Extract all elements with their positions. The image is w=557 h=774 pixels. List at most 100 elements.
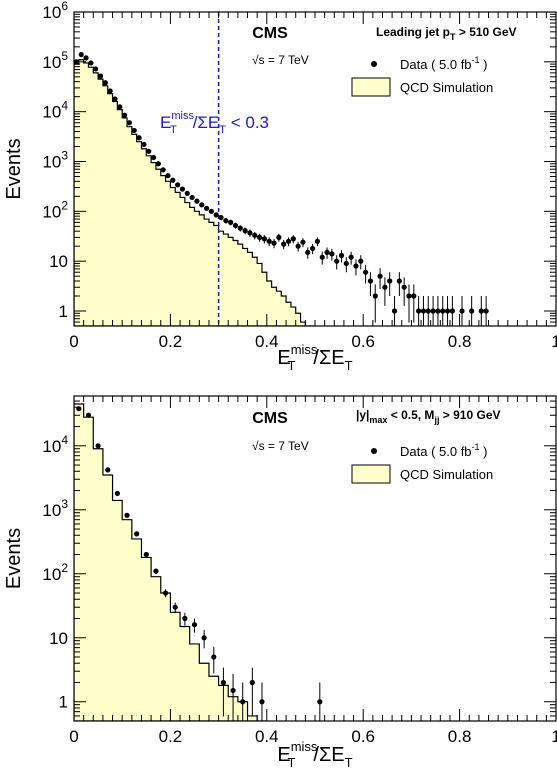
legend-data-marker [371, 448, 377, 454]
cut-rest: /ΣE [193, 113, 220, 132]
data-point [203, 205, 210, 211]
experiment-label: CMS [252, 25, 288, 42]
data-point [406, 284, 412, 323]
data-point [143, 551, 149, 558]
y-tick-exp: 6 [61, 0, 68, 13]
data-point [261, 235, 267, 244]
data-point [93, 66, 99, 72]
y-tick-label: 102 [42, 198, 68, 221]
data-point [324, 247, 330, 259]
data-point [150, 154, 157, 161]
y-tick-exp: 2 [61, 561, 68, 575]
selection-text: |y| [356, 408, 369, 422]
data-point [317, 682, 323, 721]
data-point [230, 673, 236, 721]
data-point [105, 467, 111, 473]
data-point [459, 295, 465, 326]
legend: Data ( 5.0 fb-1 ) QCD Simulation [351, 442, 493, 484]
data-point [124, 512, 130, 518]
selection-sub: max [369, 415, 387, 425]
y-tick-base: 10 [42, 53, 61, 72]
data-point [372, 284, 378, 323]
x-axis: 0 0.2 0.4 0.6 0.8 1 [69, 396, 557, 746]
data-point [199, 202, 205, 208]
legend-qcd-label: QCD Simulation [400, 80, 493, 95]
energy-label: √s = 7 TeV [252, 439, 309, 453]
x-tick-label: 0.4 [255, 727, 279, 746]
data-point [343, 257, 349, 273]
data-point [478, 295, 484, 326]
legend-data-text: Data ( 5.0 fb [400, 444, 472, 459]
data-point [228, 219, 234, 226]
data-point [184, 190, 190, 196]
plot-area [74, 12, 489, 326]
data-point [160, 167, 166, 173]
x-axis-title: Emiss T/ΣET [277, 342, 352, 373]
data-point [114, 490, 120, 497]
energy-label: √s = 7 TeV [252, 53, 309, 67]
plot-area [74, 403, 323, 721]
data-point [179, 186, 186, 192]
legend-data-marker [371, 61, 377, 67]
cut-label: Emiss T/ΣET < 0.3 [160, 110, 269, 136]
y-tick-label: 1 [59, 302, 68, 321]
y-tick-base: 10 [42, 437, 61, 456]
data-point [213, 212, 219, 218]
y-tick-label: 102 [42, 561, 68, 584]
data-point [377, 268, 383, 289]
energy-value: = 7 TeV [265, 53, 309, 67]
x-tick-label: 1 [551, 727, 557, 746]
data-point [469, 295, 475, 326]
data-point [223, 218, 229, 224]
data-point [363, 264, 369, 284]
data-point [141, 141, 147, 148]
data-point [440, 295, 446, 326]
y-tick-exp: 3 [61, 497, 68, 511]
data-point [444, 295, 451, 326]
y-tick-exp: 4 [61, 433, 68, 447]
y-tick-exp: 5 [61, 49, 68, 63]
data-point [295, 241, 301, 252]
y-tick-label: 10 [49, 629, 68, 648]
legend-data-label: Data ( 5.0 fb-1 ) [400, 55, 488, 72]
data-point [88, 60, 94, 66]
y-tick-label: 106 [42, 0, 68, 22]
data-point [401, 277, 407, 306]
y-tick-label: 104 [42, 433, 68, 456]
data-point [83, 55, 89, 61]
cut-t: T [170, 124, 177, 136]
data-point [117, 104, 123, 110]
cut-cond: < 0.3 [226, 113, 269, 132]
legend: Data ( 5.0 fb-1 ) QCD Simulation [351, 55, 493, 97]
xlabel-t: T [287, 755, 295, 770]
data-point [266, 237, 272, 247]
data-point [97, 73, 104, 79]
y-tick-base: 10 [42, 501, 61, 520]
data-point [483, 295, 489, 326]
selection-sub: T [450, 32, 456, 42]
selection-text: Leading jet p [376, 25, 450, 39]
x-tick-label: 0.4 [255, 332, 279, 351]
selection-text: < 0.5, M [387, 408, 434, 422]
data-point [276, 233, 282, 242]
data-point [319, 251, 325, 265]
data-point [334, 255, 340, 270]
data-point [256, 233, 263, 242]
data-point [290, 235, 296, 244]
y-tick-base: 1 [59, 302, 68, 321]
data-point [391, 295, 398, 326]
y-tick-label: 103 [42, 497, 68, 520]
y-tick-base: 10 [42, 202, 61, 221]
selection-sub: jj [433, 415, 439, 425]
xlabel-slash: /ΣE [313, 347, 344, 369]
data-point [126, 120, 133, 126]
legend-data-text: Data ( 5.0 fb [400, 57, 472, 72]
data-point [396, 272, 402, 296]
x-axis: 0 0.2 0.4 0.6 0.8 1 [69, 12, 557, 351]
data-point [220, 667, 227, 717]
data-point [170, 177, 176, 183]
y-tick-base: 10 [42, 565, 61, 584]
data-point [300, 238, 306, 248]
